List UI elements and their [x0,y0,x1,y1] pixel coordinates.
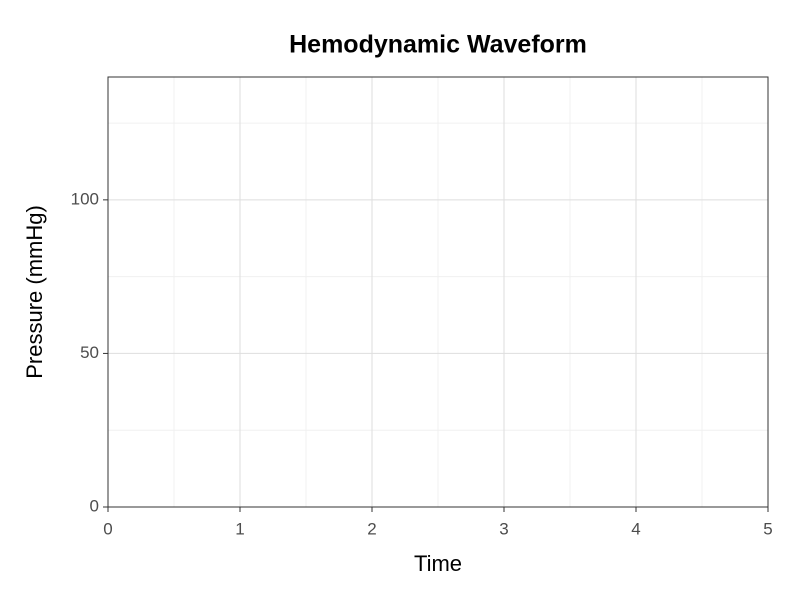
x-tick-label: 2 [367,519,376,538]
x-tick-label: 5 [763,519,772,538]
x-tick-label: 1 [235,519,244,538]
x-tick-label: 3 [499,519,508,538]
x-tick-label: 0 [103,519,112,538]
y-tick-label: 100 [71,189,99,208]
y-axis-title: Pressure (mmHg) [22,205,47,379]
y-tick-label: 50 [80,343,99,362]
x-axis-title: Time [414,551,462,576]
x-tick-label: 4 [631,519,640,538]
chart-title: Hemodynamic Waveform [289,31,587,59]
y-tick-label: 0 [90,496,99,515]
panel-border [107,76,769,508]
